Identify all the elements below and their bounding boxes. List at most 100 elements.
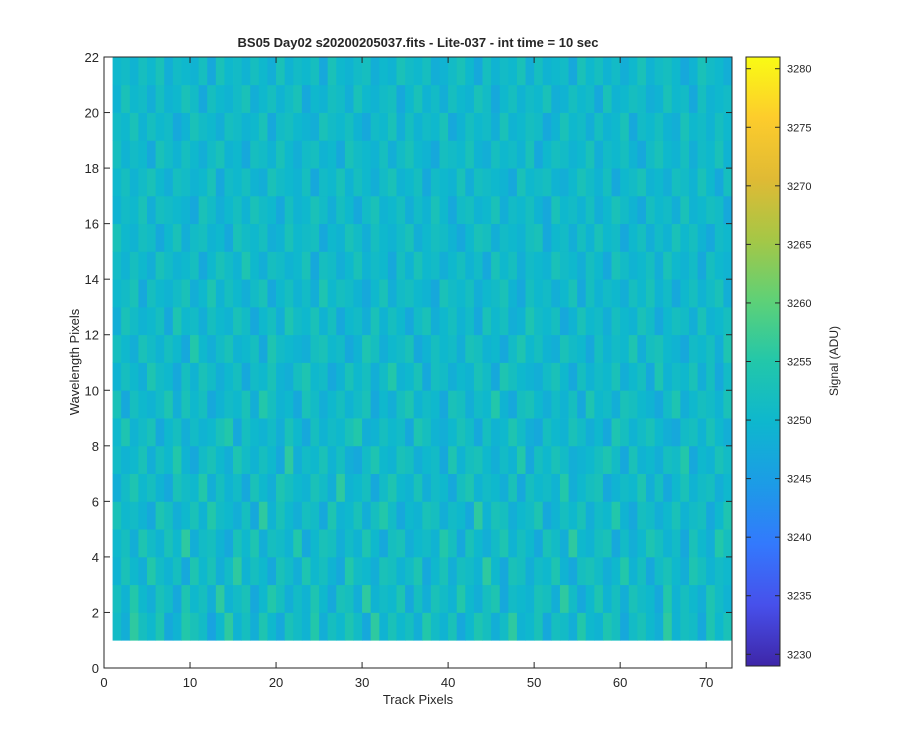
heatmap-cell [534, 334, 544, 363]
heatmap-cell [258, 195, 268, 225]
heatmap-cell [422, 612, 432, 641]
heatmap-cell [637, 584, 647, 613]
heatmap-cell [207, 84, 217, 113]
heatmap-cell [568, 390, 578, 419]
heatmap-cell [387, 279, 397, 308]
heatmap-cell [671, 584, 681, 613]
heatmap-cell [344, 195, 354, 225]
heatmap-cell [680, 195, 690, 225]
heatmap-cell [448, 362, 458, 391]
heatmap-cell [241, 251, 251, 280]
heatmap-cell [620, 445, 630, 474]
heatmap-cell [516, 390, 526, 419]
heatmap-cell [645, 501, 655, 530]
heatmap-cell [301, 418, 311, 447]
heatmap-cell [164, 584, 174, 613]
heatmap-cell [671, 612, 681, 641]
heatmap-cell [387, 445, 397, 474]
heatmap-cell [267, 556, 277, 586]
heatmap-cell [508, 195, 518, 225]
heatmap-cell [628, 279, 638, 308]
heatmap-cell [465, 445, 475, 474]
heatmap-cell [138, 362, 148, 391]
heatmap-cell [482, 140, 492, 169]
heatmap-cell [215, 112, 225, 141]
heatmap-cell [172, 168, 182, 197]
heatmap-cell [267, 112, 277, 141]
x-axis-label: Track Pixels [383, 692, 454, 707]
heatmap-cell [233, 390, 243, 419]
heatmap-cell [224, 112, 234, 141]
heatmap-cell [654, 251, 664, 280]
heatmap-cell [620, 223, 630, 252]
heatmap-cell [723, 279, 733, 308]
heatmap-cell [465, 306, 475, 336]
heatmap-cell [190, 390, 200, 419]
heatmap-cell [663, 612, 673, 641]
heatmap-cell [671, 57, 681, 86]
heatmap-cell [602, 140, 612, 169]
heatmap-cell [568, 306, 578, 336]
heatmap-cell [697, 223, 707, 252]
heatmap-cell [568, 584, 578, 613]
heatmap-cell [706, 584, 716, 613]
heatmap-cell [215, 556, 225, 586]
heatmap-cell [439, 195, 449, 225]
heatmap-cell [585, 334, 595, 363]
heatmap-cell [594, 251, 604, 280]
heatmap-cell [585, 223, 595, 252]
heatmap-cell [344, 279, 354, 308]
heatmap-cell [663, 418, 673, 447]
heatmap-cell [542, 473, 552, 502]
heatmap-cell [319, 334, 329, 363]
heatmap-cell [353, 112, 363, 141]
heatmap-cell [551, 279, 561, 308]
heatmap-cell [164, 529, 174, 558]
heatmap-cell [379, 362, 389, 391]
heatmap-cell [276, 556, 286, 586]
heatmap-cell [310, 84, 320, 113]
heatmap-cell [362, 584, 372, 613]
heatmap-cell [645, 473, 655, 502]
heatmap-cell [594, 473, 604, 502]
heatmap-cell [121, 84, 131, 113]
heatmap-cell [697, 334, 707, 363]
heatmap-cell [362, 140, 372, 169]
heatmap-cell [628, 612, 638, 641]
heatmap-cell [327, 140, 337, 169]
heatmap-cell [370, 112, 380, 141]
heatmap-cell [714, 306, 724, 336]
heatmap-cell [534, 445, 544, 474]
heatmap-cell [405, 362, 415, 391]
heatmap-cell [190, 473, 200, 502]
heatmap-cell [439, 529, 449, 558]
heatmap-cell [336, 362, 346, 391]
heatmap-cell [198, 168, 208, 197]
heatmap-cell [585, 501, 595, 530]
heatmap-cell [473, 168, 483, 197]
heatmap-cell [602, 223, 612, 252]
heatmap-cell [181, 306, 191, 336]
heatmap-cell [129, 501, 139, 530]
heatmap-cell [680, 306, 690, 336]
heatmap-cell [198, 140, 208, 169]
heatmap-cell [620, 418, 630, 447]
heatmap-cell [723, 306, 733, 336]
heatmap-cell [491, 57, 501, 86]
heatmap-cell [473, 418, 483, 447]
colorbar-tick-label: 3240 [787, 532, 811, 544]
heatmap-cell [224, 529, 234, 558]
heatmap-cell [267, 57, 277, 86]
heatmap-cell [112, 251, 122, 280]
heatmap-cell [121, 306, 131, 336]
heatmap-cell [121, 362, 131, 391]
heatmap-cell [706, 612, 716, 641]
heatmap-cell [628, 556, 638, 586]
heatmap-cell [714, 445, 724, 474]
heatmap-cell [284, 584, 294, 613]
heatmap-cell [319, 140, 329, 169]
heatmap-cell [456, 501, 466, 530]
heatmap-cell [551, 195, 561, 225]
heatmap-cell [301, 306, 311, 336]
heatmap-cell [439, 556, 449, 586]
